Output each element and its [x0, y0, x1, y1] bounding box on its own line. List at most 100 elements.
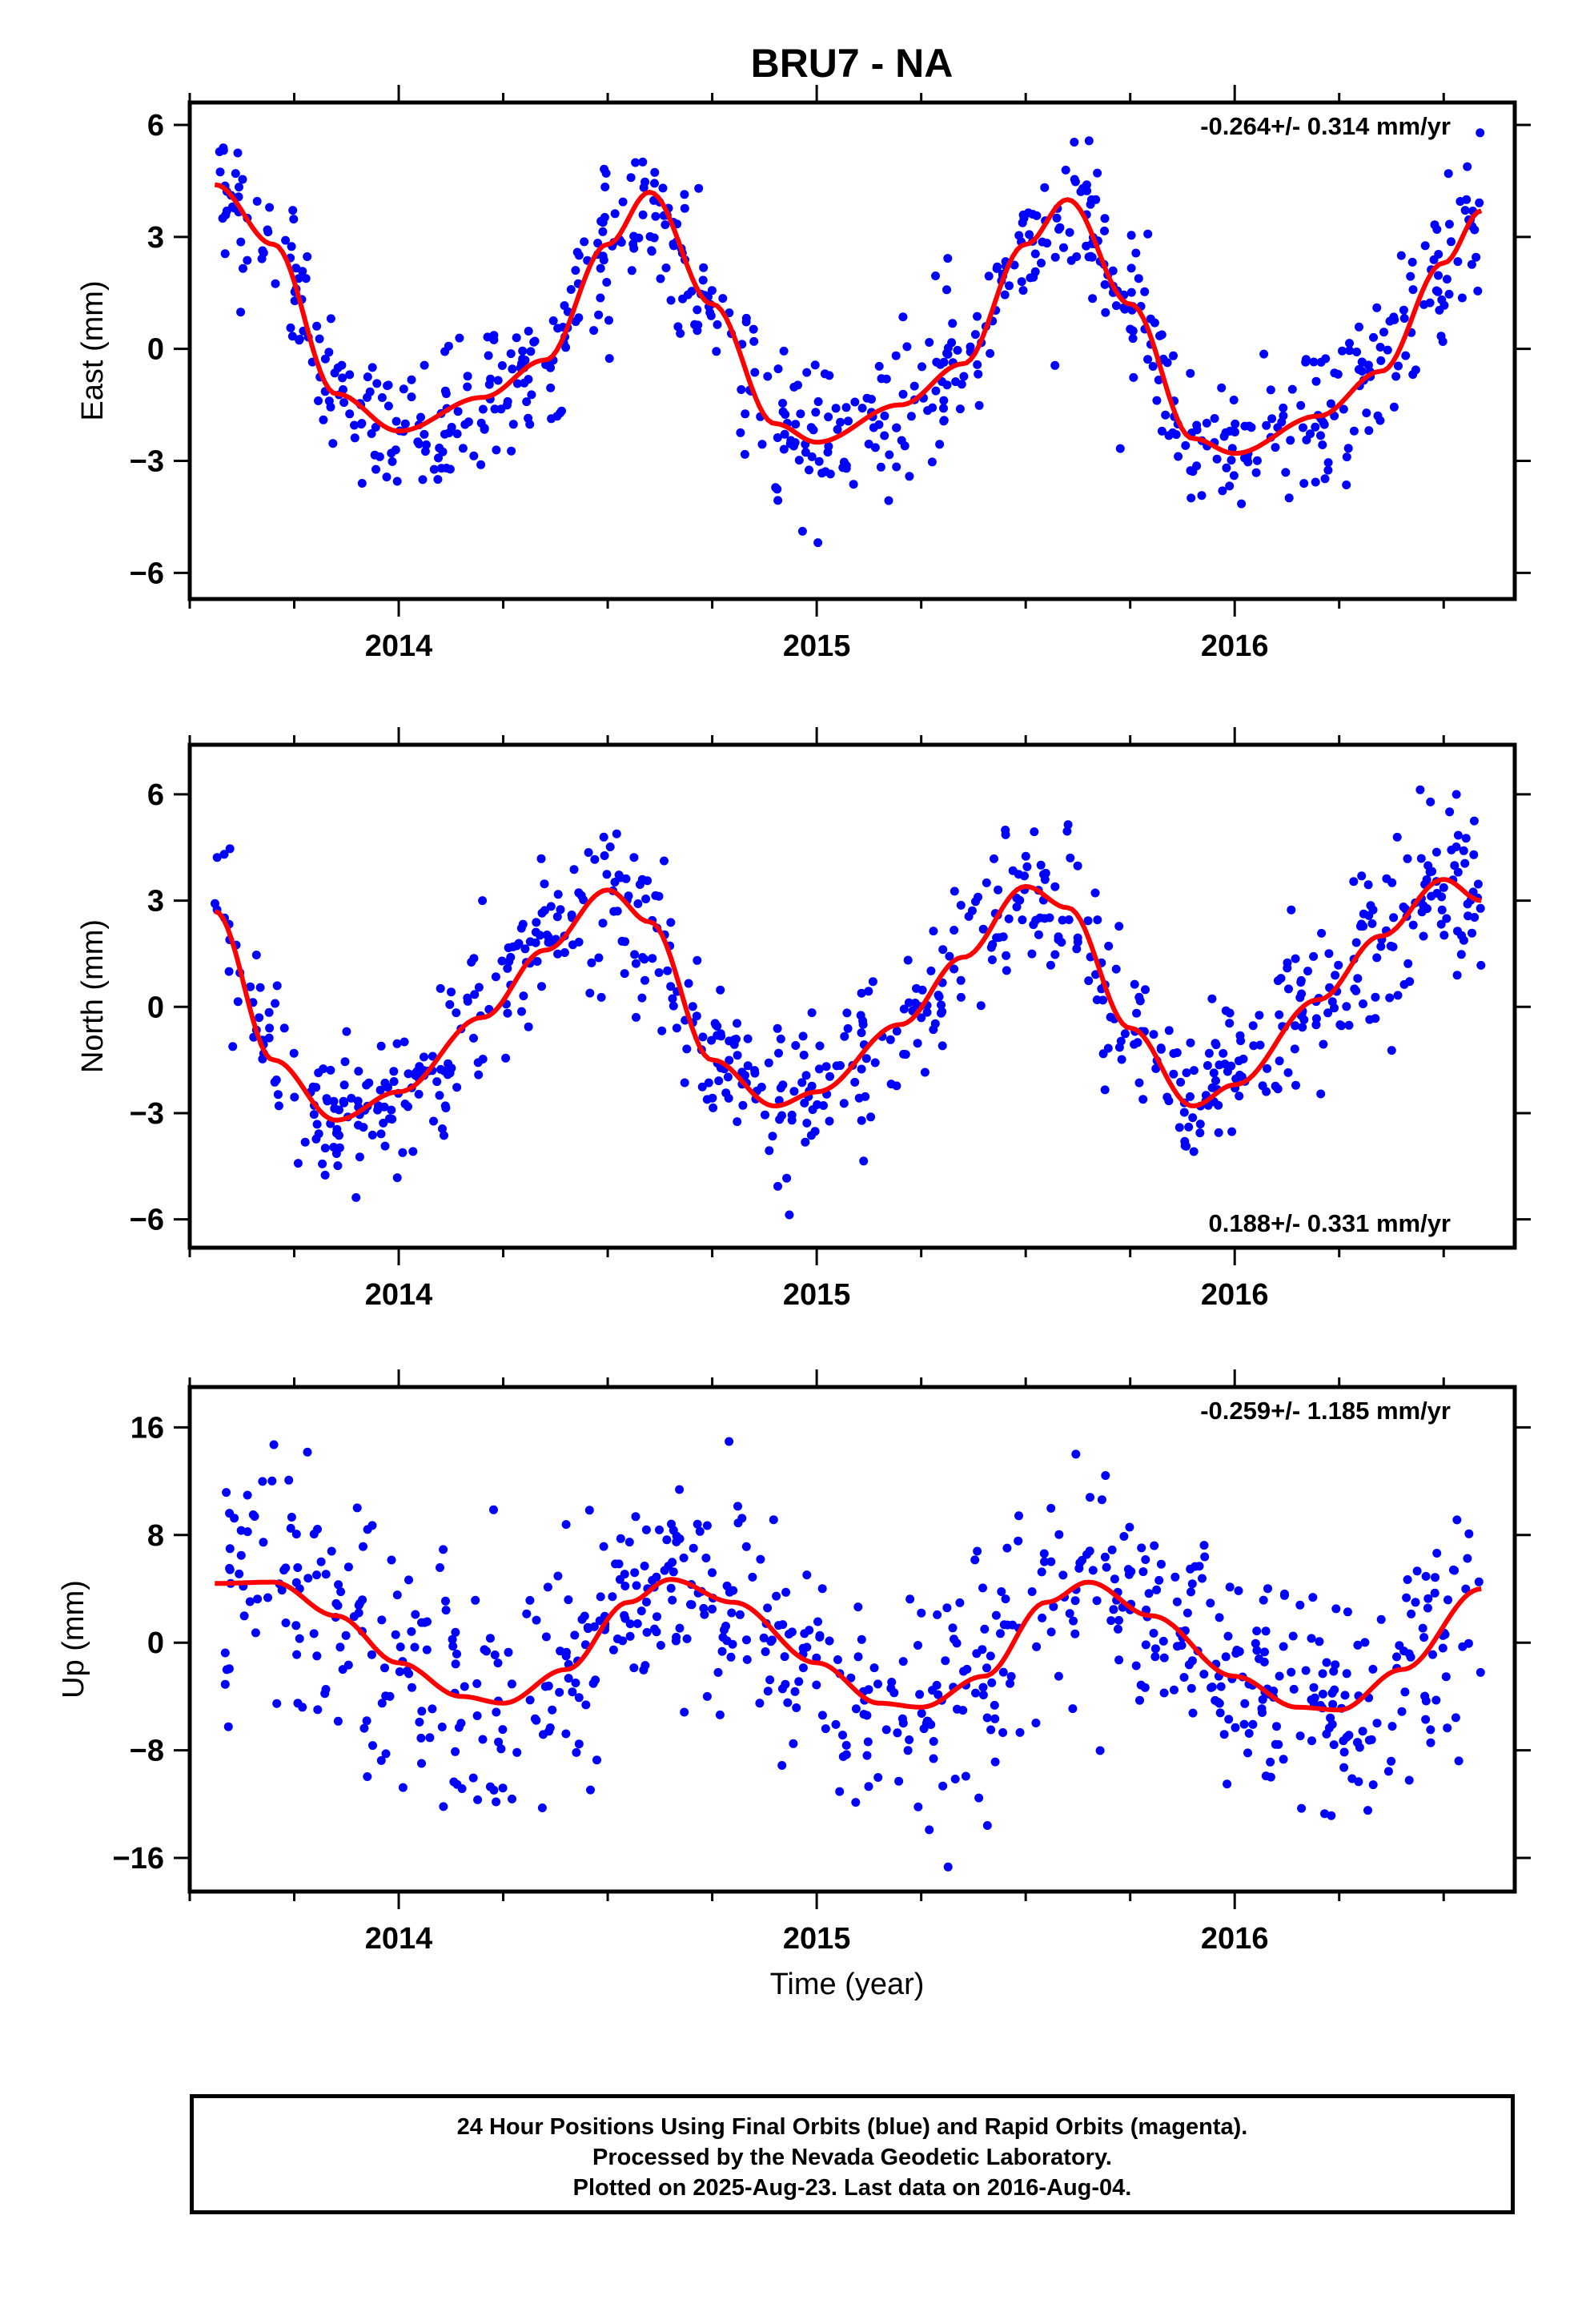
data-point: [1311, 376, 1321, 386]
data-point: [1109, 1605, 1118, 1614]
data-point: [1301, 357, 1311, 367]
data-point: [1030, 267, 1040, 276]
data-point: [373, 1105, 383, 1115]
data-point: [414, 1089, 424, 1099]
data-point: [1224, 1715, 1234, 1724]
data-point: [773, 496, 783, 505]
data-point: [610, 209, 620, 219]
data-point: [492, 1707, 501, 1717]
data-point: [605, 842, 615, 851]
data-point: [814, 456, 824, 466]
data-point: [490, 404, 500, 414]
data-point: [1443, 1723, 1452, 1733]
data-point: [802, 1118, 812, 1128]
data-point: [1291, 1021, 1300, 1031]
data-point: [387, 1555, 396, 1565]
data-point: [1125, 1522, 1134, 1532]
data-point: [680, 1078, 689, 1088]
data-point: [987, 955, 997, 964]
data-point: [463, 996, 472, 1006]
data-point: [920, 1068, 930, 1077]
data-point: [723, 1072, 733, 1082]
data-point: [1040, 914, 1050, 923]
data-point: [715, 1710, 725, 1719]
data-point: [524, 327, 533, 336]
data-point: [1365, 1015, 1375, 1024]
data-point: [225, 1544, 235, 1554]
data-point: [400, 419, 410, 428]
data-point: [1307, 1695, 1316, 1704]
data-point: [1474, 1577, 1484, 1586]
data-point: [1329, 1667, 1339, 1676]
data-point: [870, 1058, 880, 1068]
data-point: [351, 1192, 361, 1202]
data-point: [436, 464, 446, 473]
data-point: [338, 373, 347, 383]
data-point: [1387, 1722, 1397, 1731]
data-point: [708, 1093, 717, 1103]
data-point: [287, 242, 296, 251]
data-point: [777, 1684, 787, 1694]
data-point: [1296, 400, 1306, 410]
data-point: [246, 982, 255, 991]
data-point: [638, 210, 648, 219]
data-point: [336, 1587, 346, 1597]
data-point: [1126, 263, 1136, 273]
data-point: [236, 237, 246, 247]
data-point: [1437, 295, 1447, 304]
data-point: [1248, 1021, 1258, 1031]
data-point: [319, 415, 328, 424]
data-point: [869, 1663, 879, 1673]
data-point: [381, 1749, 391, 1759]
data-point: [1150, 1541, 1159, 1550]
data-point: [474, 983, 484, 992]
data-point: [572, 1747, 581, 1757]
data-point: [693, 1519, 702, 1529]
data-point: [1066, 255, 1076, 265]
data-point: [984, 271, 994, 281]
data-point: [1452, 971, 1462, 980]
data-point: [1391, 372, 1401, 381]
data-point: [1467, 259, 1476, 269]
data-point: [1434, 271, 1443, 280]
data-point: [600, 164, 609, 174]
data-point: [639, 183, 648, 192]
data-point: [857, 1116, 866, 1125]
data-point: [778, 399, 788, 408]
data-point: [484, 351, 493, 360]
data-point: [1237, 499, 1247, 509]
data-point: [990, 1714, 1000, 1723]
data-point: [1189, 1066, 1199, 1076]
data-point: [1419, 931, 1428, 941]
data-point: [1291, 1080, 1300, 1090]
x-tick-label: 2014: [365, 629, 433, 663]
data-point: [1284, 984, 1293, 994]
data-point: [363, 392, 371, 402]
data-point: [1207, 1083, 1217, 1092]
data-point: [1071, 1449, 1081, 1459]
data-point: [1331, 1604, 1341, 1614]
x-axis-label: Time (year): [770, 1968, 925, 2001]
data-point: [557, 406, 566, 416]
data-point: [315, 334, 324, 344]
data-point: [1148, 362, 1158, 371]
y-tick-label: −6: [130, 1204, 164, 1237]
data-point: [998, 1728, 1008, 1737]
data-point: [641, 895, 651, 903]
x-tick-label: 2016: [1201, 629, 1269, 663]
data-point: [786, 436, 796, 445]
data-point: [312, 321, 322, 331]
data-point: [316, 1557, 326, 1566]
data-point: [574, 888, 584, 898]
data-point: [694, 183, 704, 193]
data-point: [520, 944, 530, 954]
data-point: [279, 1023, 289, 1033]
data-point: [281, 1618, 291, 1627]
data-point: [367, 429, 376, 438]
data-point: [1296, 978, 1306, 987]
data-point: [1210, 414, 1219, 423]
data-point: [1227, 1127, 1237, 1136]
data-point: [978, 1691, 988, 1699]
data-point: [1263, 1584, 1272, 1594]
data-point: [1203, 1061, 1212, 1070]
